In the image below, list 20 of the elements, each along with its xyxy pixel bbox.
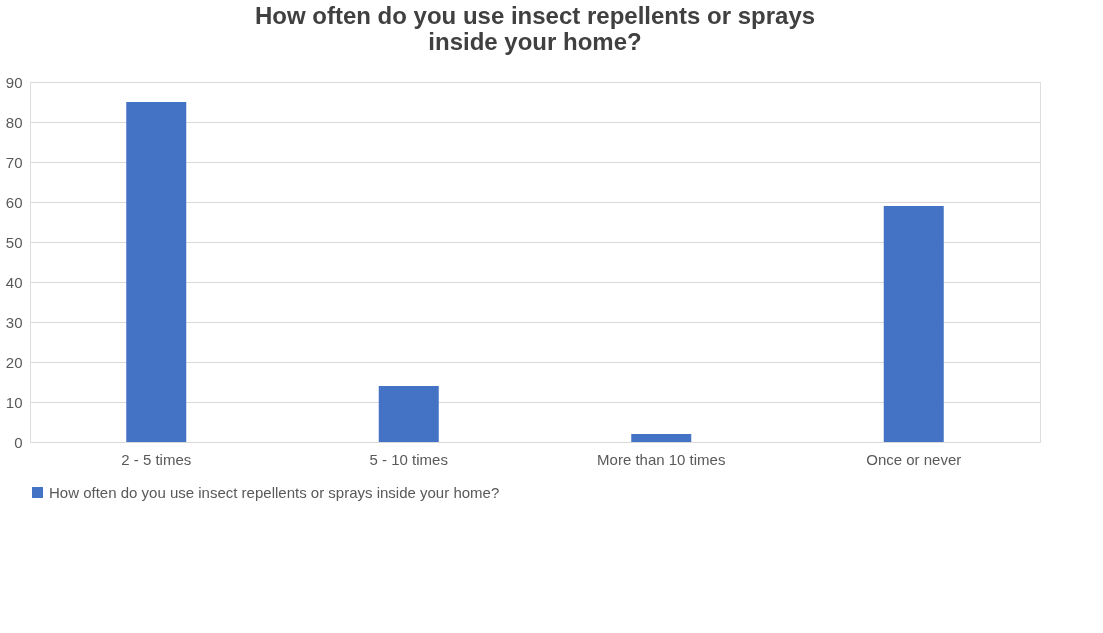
y-tick-label: 40 [5, 273, 23, 291]
y-tick-label: 30 [5, 313, 23, 331]
y-tick-label: 90 [5, 73, 23, 91]
x-tick-label: Once or never [866, 450, 962, 468]
y-tick-label: 50 [5, 233, 23, 251]
x-tick-label: 2 - 5 times [121, 450, 192, 468]
y-tick-label: 0 [14, 433, 23, 451]
y-tick-label: 20 [5, 353, 23, 371]
y-tick-label: 80 [5, 113, 23, 131]
x-tick-label: 5 - 10 times [369, 450, 448, 468]
y-tick-label: 10 [5, 393, 23, 411]
legend-label: How often do you use insect repellents or sprays inside your home? [49, 483, 500, 501]
bar [631, 434, 692, 442]
chart-title: How often do you use insect repellents or sprays inside your home? [254, 2, 816, 55]
bar [378, 386, 439, 442]
x-tick-label: More than 10 times [597, 450, 726, 468]
y-tick-label: 70 [5, 153, 23, 171]
y-tick-label: 60 [5, 193, 23, 211]
bar [126, 102, 187, 442]
bar [883, 206, 944, 442]
